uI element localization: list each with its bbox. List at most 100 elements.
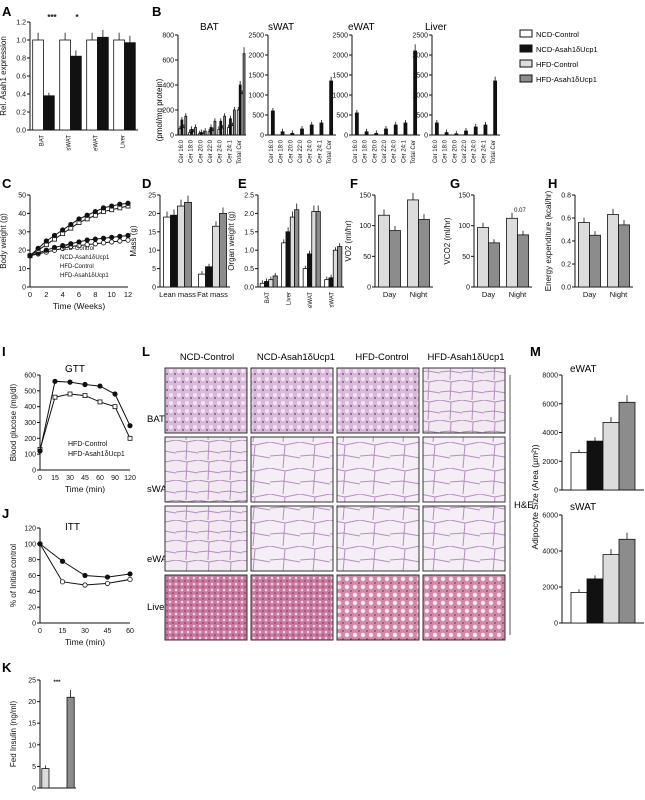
panel-m-ewat-y-tick-label: 8000 <box>542 373 558 380</box>
panel-k-y-tick-label: 5 <box>32 764 36 771</box>
panel-k-y-tick-label: 10 <box>28 742 36 749</box>
panel-b-ewat-y-tick-label: 500 <box>336 113 348 120</box>
panel-i-x-tick-label: 60 <box>96 475 104 482</box>
panel-a-bar <box>97 36 109 131</box>
panel-j-x-tick-label: 15 <box>59 628 67 635</box>
histology-col-header-2: NCD-Asah1δUcp1 <box>257 352 335 363</box>
panel-b-ewat-x-tick-label: Cer 22:0 <box>382 139 388 163</box>
panel-b-swat-bar <box>270 110 275 136</box>
panel-m-swat-y-tick-label: 4000 <box>542 549 558 556</box>
panel-b-liver-y-tick-label: 500 <box>416 113 428 120</box>
panel-d-bar <box>163 216 171 288</box>
panel-letter-l: L <box>142 344 150 359</box>
legend-swatch-hfd-control <box>519 59 533 68</box>
panel-i-y-tick-label: 200 <box>24 436 36 443</box>
panel-c-point <box>100 205 107 211</box>
legend-label-ncd-ko: NCD-Asah1δUcp1 <box>536 45 598 54</box>
panel-b-liver-y-tick-label: 1000 <box>412 93 428 100</box>
panel-e-y-tick-label: 0.0 <box>244 285 254 292</box>
panel-d-bar <box>212 225 220 288</box>
histology-swat-ncd-ko <box>250 436 334 503</box>
panel-b-title-liver: Liver <box>425 22 447 33</box>
panel-e-x-tick-label: eWAT <box>308 292 314 308</box>
panel-c-point <box>109 203 115 209</box>
panel-e-bar <box>315 211 321 288</box>
panel-b-liver-y-tick-label: 2000 <box>412 53 428 60</box>
panel-g-bar <box>488 242 500 288</box>
panel-d-bar <box>205 266 213 288</box>
panel-h-y-tick-label: 0.2 <box>561 262 571 269</box>
histology-bat-ncd-ko <box>250 367 334 434</box>
panel-e-bar <box>311 211 317 288</box>
panel-b-swat-bar <box>300 128 304 136</box>
panel-j-y-axis-label: % of Initial control <box>9 544 18 607</box>
panel-h-bar <box>607 214 619 288</box>
panel-h-y-tick-label: 0.8 <box>561 193 571 200</box>
panel-b-title-swat: sWAT <box>268 22 294 33</box>
panel-j-point <box>127 576 133 583</box>
panel-d-bar <box>198 273 206 288</box>
stain-label: H&E <box>514 500 534 511</box>
panel-b-liver-bar <box>454 133 459 136</box>
panel-k-y-tick-label: 0 <box>32 786 36 793</box>
panel-d-y-tick-label: 20 <box>148 211 156 218</box>
panel-d-y-tick-label: 0 <box>152 285 156 292</box>
panel-i-x-tick-label: 90 <box>111 475 119 482</box>
panel-letter-j: J <box>2 506 9 521</box>
panel-i-point <box>97 383 103 389</box>
panel-d-y-tick-label: 15 <box>148 229 156 236</box>
panel-c-point <box>68 221 74 228</box>
panel-g-x-tick-label: Day <box>482 290 496 299</box>
panel-c-x-tick-label: 10 <box>107 290 115 299</box>
histology-col-header-1: NCD-Control <box>180 352 234 363</box>
panel-m-ewat-bar <box>586 440 604 491</box>
panel-e-bar <box>259 282 265 288</box>
panel-a-x-tick-label: sWAT <box>67 135 73 151</box>
panel-j-y-tick-label: 100 <box>24 541 36 548</box>
panel-d-y-axis-label: Mass (g) <box>129 225 138 256</box>
panel-e-bar <box>324 279 330 288</box>
panel-e-bar <box>332 249 338 288</box>
panel-d-y-tick-label: 5 <box>152 266 156 273</box>
panel-i-x-tick-label: 15 <box>51 475 59 482</box>
panel-a-bar <box>43 95 55 131</box>
panel-b-ewat-bar <box>403 122 408 136</box>
panel-m-ylabel: Adipocyte Size (Area (µm²)) <box>530 444 540 549</box>
panel-g-y-axis-label: VCO2 (ml/hr) <box>443 217 452 264</box>
main-legend: NCD-Control NCD-Asah1δUcp1 HFD-Control H… <box>519 29 598 84</box>
panel-b-liver-bar <box>473 126 478 136</box>
panel-a-bar <box>59 39 71 131</box>
panel-c-point <box>60 243 66 249</box>
panel-a-bar <box>113 39 125 131</box>
panel-e-x-tick-label: BAT <box>265 292 271 304</box>
panel-c-x-tick-label: 4 <box>61 290 65 299</box>
panel-g-x-tick-label: Night <box>509 290 527 299</box>
panel-c-point <box>84 237 90 243</box>
panel-d-y-tick-label: 10 <box>148 248 156 255</box>
panel-g-bar <box>517 234 529 288</box>
panel-d-y-tick-label: 25 <box>148 193 156 200</box>
panel-c-y-axis-label: Body weight (g) <box>0 213 8 269</box>
panel-j-point <box>59 579 66 585</box>
panel-e-y-axis-label: Organ weight (g) <box>227 211 236 271</box>
panel-e-x-tick-label: sWAT <box>329 292 335 308</box>
panel-h-bar <box>589 234 601 288</box>
panel-j-y-tick-label: 80 <box>28 557 36 564</box>
panel-b-ewat-bar <box>384 128 388 136</box>
panel-j-y-tick-label: 0 <box>32 621 36 628</box>
panel-b-liver-x-tick-label: Cer 24:1 <box>481 139 487 163</box>
panel-k-y-tick-label: 20 <box>28 699 36 706</box>
panel-f-bar <box>407 199 419 288</box>
panel-m-ewat-y-tick-label: 6000 <box>542 401 558 408</box>
panel-j-point <box>82 582 88 588</box>
panel-i-point <box>67 391 73 397</box>
panel-g-y-tick-label: 50 <box>462 254 470 261</box>
panel-b-ewat-bar <box>374 132 379 136</box>
panel-h-bar <box>578 222 590 288</box>
panel-a-y-tick-label: 0.8 <box>16 56 26 63</box>
panel-j-point <box>104 580 111 587</box>
panel-b-swat-y-tick-label: 1500 <box>248 73 264 80</box>
panel-c-legend-label: HFD-Asah1δUcp1 <box>60 273 109 279</box>
panel-c-y-tick-label: 10 <box>18 266 26 273</box>
panel-f-y-tick-label: 100 <box>359 223 371 230</box>
